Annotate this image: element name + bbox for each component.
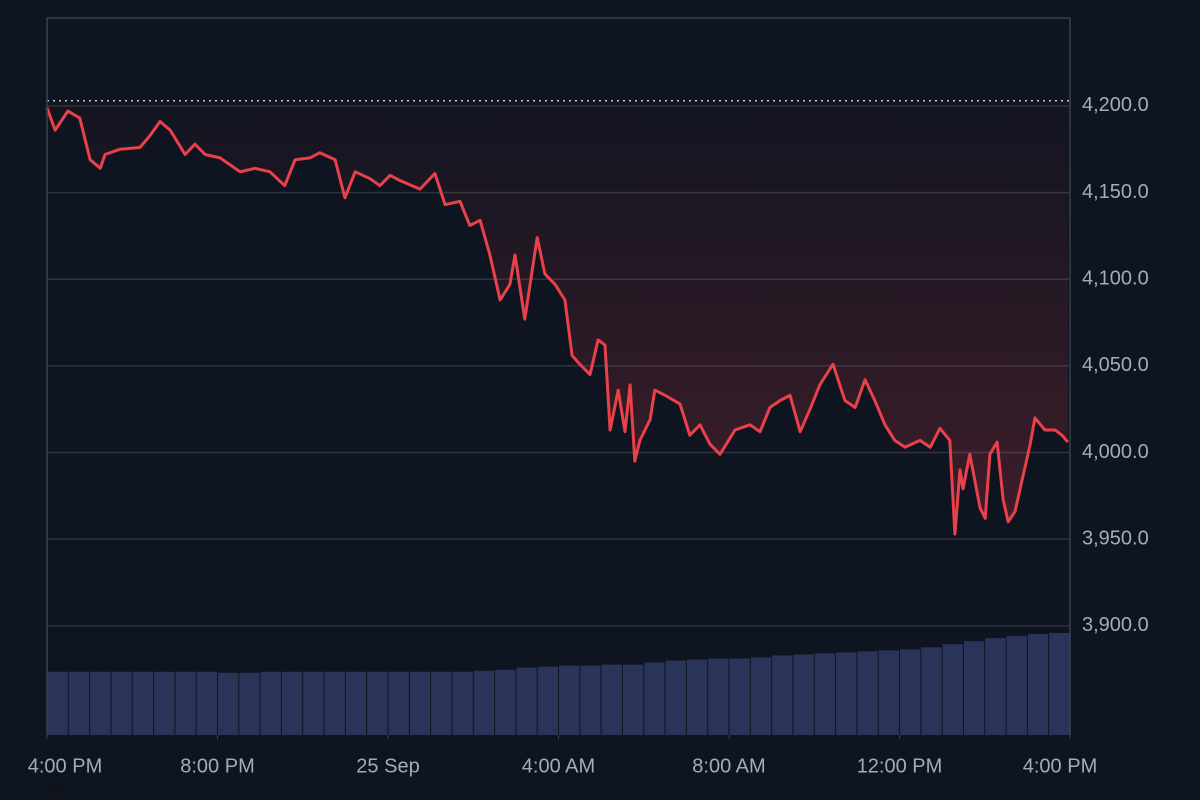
volume-bar (772, 655, 793, 735)
x-tick-label: 8:00 PM (180, 755, 254, 777)
y-tick-label: 4,150.0 (1082, 181, 1149, 203)
volume-bar (750, 657, 772, 735)
y-tick-label: 4,050.0 (1082, 354, 1149, 376)
volume-bar (537, 666, 558, 735)
y-tick-label: 4,000.0 (1082, 441, 1149, 463)
volume-bar (793, 654, 814, 735)
volume-bar (345, 671, 367, 735)
volume-bar (601, 664, 622, 735)
volume-bar (963, 641, 985, 735)
area (47, 100, 1068, 534)
volume-bar (516, 667, 537, 735)
y-tick-label: 4,100.0 (1082, 268, 1149, 290)
x-tick-label: 25 Sep (356, 755, 419, 777)
volume-bar (686, 659, 708, 735)
volume-bar (814, 653, 836, 735)
volume-bar (281, 671, 303, 735)
volume-bar (836, 652, 857, 735)
volume-bar (473, 670, 495, 735)
volume-bar (154, 671, 175, 735)
volume-bar (878, 650, 899, 735)
volume-bar (132, 671, 154, 735)
volume-bar (90, 671, 111, 735)
volume-bar (175, 671, 196, 735)
volume-bar (47, 671, 68, 735)
y-tick-label: 3,900.0 (1082, 614, 1149, 636)
volume-bar (111, 671, 132, 735)
volume-bar (900, 649, 921, 735)
y-tick-label: 4,200.0 (1082, 94, 1149, 116)
x-tick-label: 4:00 PM (1023, 755, 1097, 777)
volume-bar (409, 671, 431, 735)
volume-bar (303, 671, 324, 735)
volume-bar (218, 672, 239, 735)
volume-bar (68, 671, 90, 735)
x-tick-label: 4:00 AM (522, 755, 595, 777)
volume-bar (239, 672, 260, 735)
volume-bar (452, 671, 473, 735)
x-tick-label: 12:00 PM (857, 755, 943, 777)
volume-bar (942, 644, 963, 735)
volume-bar (1027, 634, 1049, 735)
volume-bar (324, 671, 345, 735)
volume-bar (1006, 636, 1027, 735)
volume-bar (580, 665, 601, 735)
volume-bar (921, 647, 942, 735)
volume-bar (1049, 633, 1070, 735)
volume-bar (729, 658, 750, 735)
volume-bar (985, 638, 1006, 735)
volume-bar (260, 671, 281, 735)
volume-bar (708, 658, 729, 735)
volume-bar (559, 665, 580, 735)
volume-bar (196, 671, 217, 735)
price-line (45, 107, 1070, 536)
y-tick-label: 3,950.0 (1082, 527, 1149, 549)
x-tick-label: 8:00 AM (692, 755, 765, 777)
plot-frame (46, 17, 1071, 735)
volume-bar (431, 671, 452, 735)
volume-bar (665, 660, 686, 735)
volume-bar (388, 671, 409, 735)
volume-bar (622, 664, 644, 735)
footnote: 85 (48, 780, 68, 800)
volume-bar (644, 662, 665, 735)
x-tick-label: 4:00 PM (28, 755, 102, 777)
volume-bar (857, 651, 878, 735)
volume-bar (495, 669, 516, 735)
volume-bar (367, 671, 388, 735)
